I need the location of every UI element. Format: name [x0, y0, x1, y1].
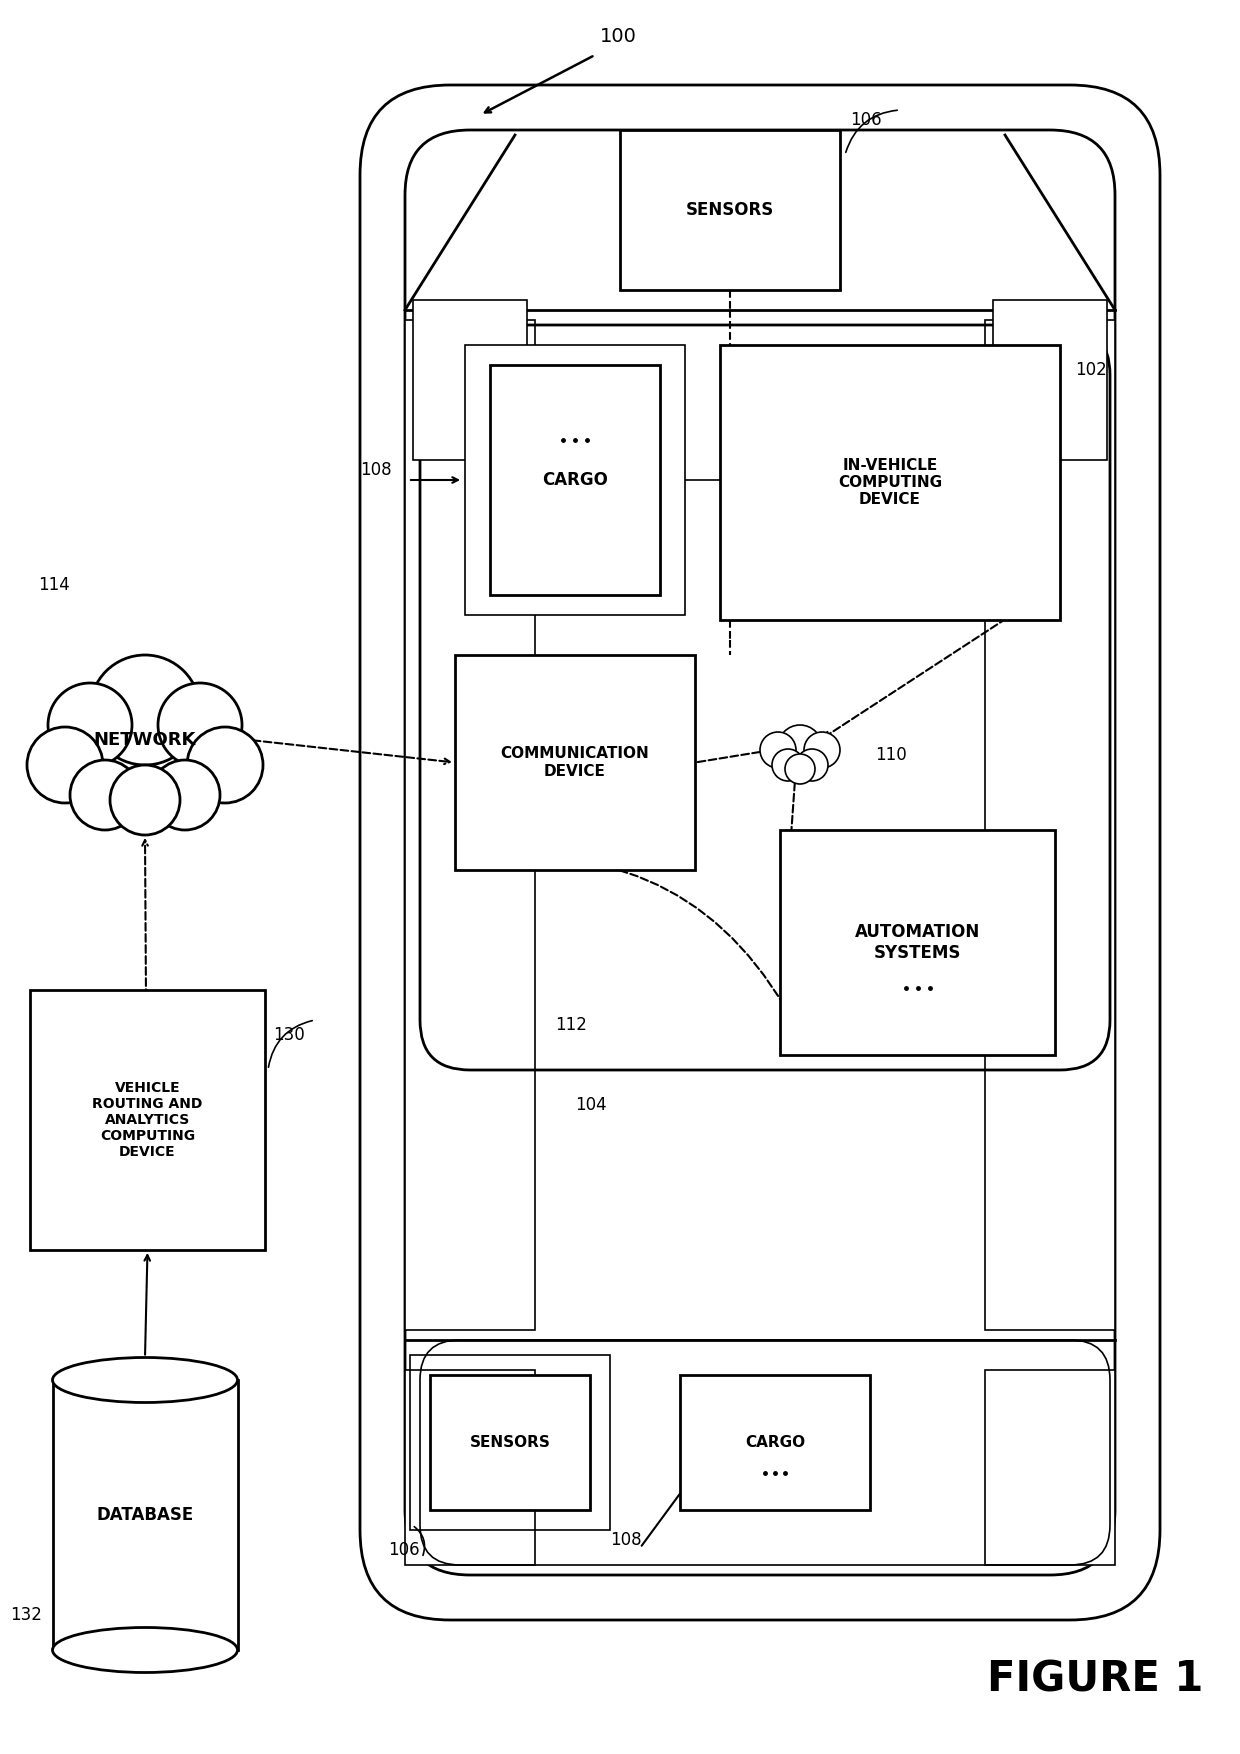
Text: 130: 130	[273, 1026, 305, 1044]
Bar	[490, 365, 660, 595]
Bar	[413, 300, 527, 460]
Bar	[780, 830, 1055, 1054]
Bar	[465, 346, 684, 616]
FancyBboxPatch shape	[360, 84, 1159, 1621]
Bar	[430, 1375, 590, 1510]
Text: 108: 108	[610, 1531, 641, 1549]
Text: 112: 112	[556, 1016, 587, 1035]
Text: 102: 102	[1075, 361, 1107, 379]
Text: DATABASE: DATABASE	[97, 1507, 193, 1524]
Text: VEHICLE
ROUTING AND
ANALYTICS
COMPUTING
DEVICE: VEHICLE ROUTING AND ANALYTICS COMPUTING …	[92, 1080, 202, 1159]
Text: NETWORK: NETWORK	[94, 731, 196, 749]
Bar	[720, 346, 1060, 619]
Text: 100: 100	[600, 26, 637, 46]
Bar	[993, 300, 1107, 460]
Bar	[985, 319, 1115, 1330]
Bar	[455, 654, 694, 870]
Bar	[985, 1370, 1115, 1565]
Text: SENSORS: SENSORS	[470, 1435, 551, 1451]
Text: 114: 114	[38, 575, 69, 595]
Bar	[405, 319, 534, 1330]
Text: IN-VEHICLE
COMPUTING
DEVICE: IN-VEHICLE COMPUTING DEVICE	[838, 458, 942, 507]
Text: SENSORS: SENSORS	[686, 202, 774, 219]
Text: 108: 108	[360, 461, 392, 479]
Text: 106: 106	[388, 1542, 420, 1559]
Bar	[52, 1380, 238, 1651]
Text: 132: 132	[11, 1607, 42, 1624]
Text: 110: 110	[875, 745, 906, 765]
Text: 104: 104	[575, 1096, 606, 1114]
Bar	[410, 1356, 610, 1529]
Ellipse shape	[52, 1358, 238, 1403]
Text: CARGO: CARGO	[542, 472, 608, 489]
Text: FIGURE 1: FIGURE 1	[987, 1659, 1203, 1701]
Text: CARGO: CARGO	[745, 1435, 805, 1451]
Bar	[680, 1375, 870, 1510]
Bar	[620, 130, 839, 289]
Bar	[405, 1370, 534, 1565]
Bar	[30, 989, 265, 1251]
Ellipse shape	[52, 1628, 238, 1673]
Text: COMMUNICATION
DEVICE: COMMUNICATION DEVICE	[501, 745, 650, 779]
Text: 106: 106	[849, 111, 882, 130]
Text: AUTOMATION
SYSTEMS: AUTOMATION SYSTEMS	[854, 923, 980, 961]
